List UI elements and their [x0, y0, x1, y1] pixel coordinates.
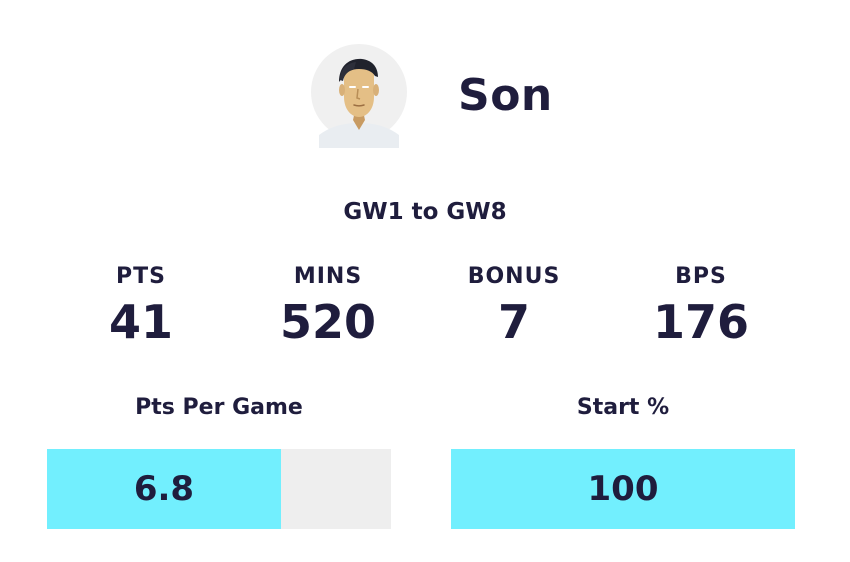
start-percent-label: Start % [576, 395, 670, 420]
stat-value: 520 [279, 295, 377, 349]
stat-label: MINS [293, 264, 363, 289]
start-percent-meter: 100 [451, 449, 795, 529]
stat-points: PTS 41 [61, 263, 221, 349]
stats-row: PTS 41 MINS 520 BONUS 7 BPS 176 [0, 263, 850, 353]
pts-per-game-meter: 6.8 [47, 449, 391, 529]
stat-value: 176 [652, 295, 750, 349]
start-percent-fill [451, 449, 795, 529]
stat-minutes: MINS 520 [248, 263, 408, 349]
stat-value: 7 [497, 295, 530, 349]
stat-bonus: BONUS 7 [434, 263, 594, 349]
player-face-icon [311, 44, 407, 148]
pts-per-game-value: 6.8 [133, 469, 195, 509]
start-percent-value: 100 [587, 469, 659, 509]
stat-label: BPS [675, 264, 727, 289]
stat-bps: BPS 176 [621, 263, 781, 349]
player-name: Son [458, 70, 553, 121]
pts-per-game-label: Pts Per Game [135, 395, 303, 420]
stat-label: PTS [116, 264, 166, 289]
player-header: Son [0, 42, 850, 152]
player-avatar [309, 44, 409, 148]
stat-label: BONUS [467, 264, 561, 289]
gameweek-range: GW1 to GW8 [343, 199, 507, 225]
pts-per-game-fill [47, 449, 281, 529]
stat-value: 41 [108, 295, 173, 349]
